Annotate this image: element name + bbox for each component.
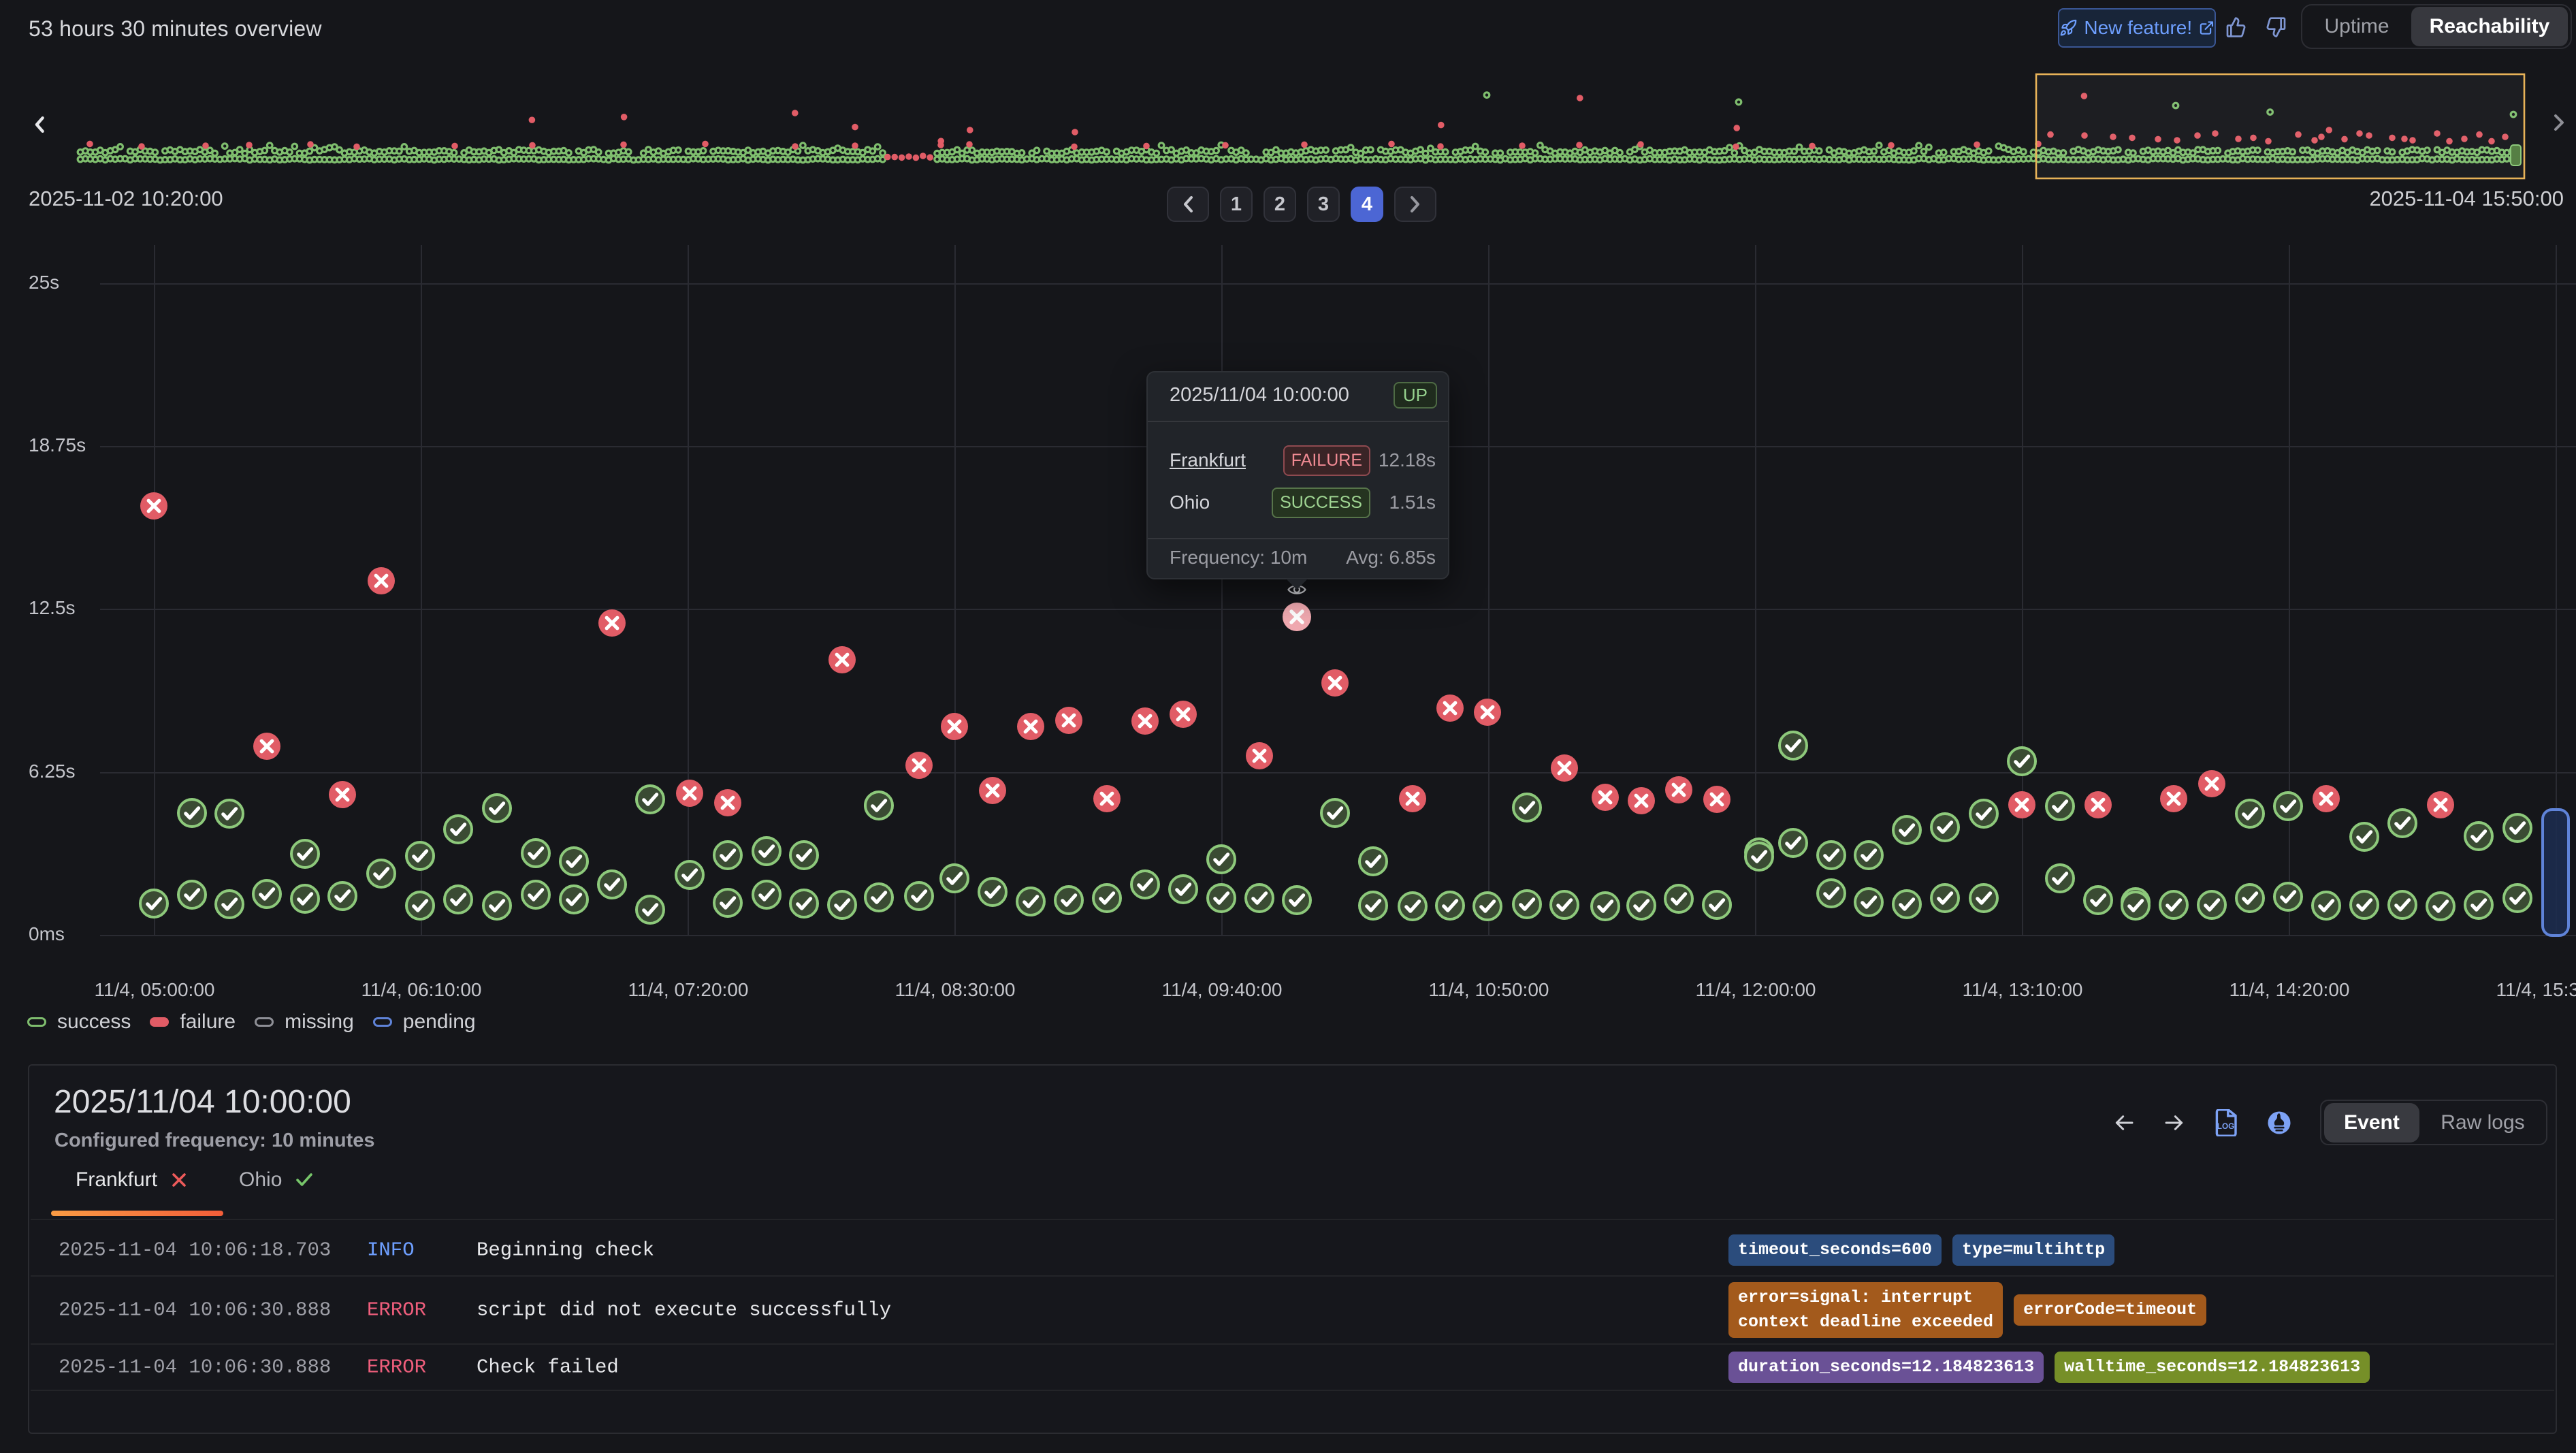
svg-text:LOG: LOG	[2217, 1121, 2235, 1130]
